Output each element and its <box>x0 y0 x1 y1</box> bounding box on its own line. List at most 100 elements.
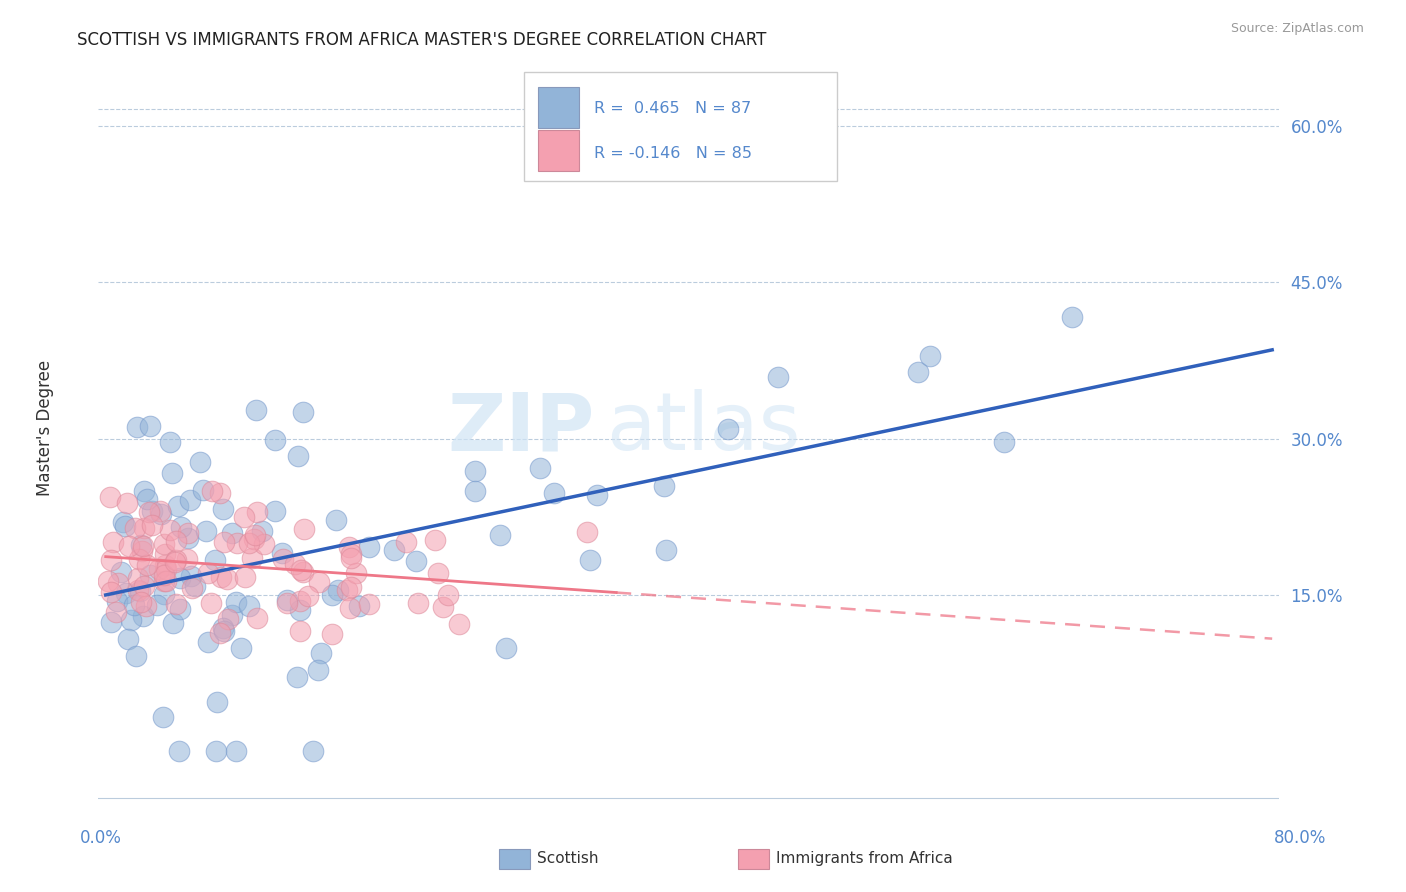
Point <box>153 574 176 589</box>
Point <box>146 599 169 613</box>
Point <box>205 744 228 758</box>
Point <box>205 695 228 709</box>
Point <box>128 552 150 566</box>
Point <box>287 449 309 463</box>
Point <box>717 422 740 436</box>
Point <box>152 587 174 601</box>
Point <box>150 508 173 522</box>
Point <box>163 555 186 569</box>
Point <box>153 547 176 561</box>
Point <box>288 594 311 608</box>
Point <box>135 491 157 506</box>
Point <box>105 594 128 608</box>
Point <box>246 505 269 519</box>
Point <box>169 571 191 585</box>
Point <box>124 521 146 535</box>
Point <box>97 574 120 589</box>
Point <box>138 567 160 582</box>
Point <box>586 488 609 502</box>
Point <box>495 641 517 656</box>
Point <box>139 418 162 433</box>
Point <box>127 571 149 585</box>
Point <box>217 612 239 626</box>
FancyBboxPatch shape <box>537 130 579 171</box>
Point <box>529 461 551 475</box>
Point <box>301 744 323 758</box>
Point <box>217 572 239 586</box>
Point <box>155 574 177 588</box>
Point <box>132 483 155 498</box>
Point <box>204 553 226 567</box>
Point <box>437 588 460 602</box>
Point <box>191 483 214 497</box>
Point <box>194 524 217 539</box>
Point <box>114 586 136 600</box>
Point <box>152 710 174 724</box>
Point <box>285 670 308 684</box>
Point <box>328 582 350 597</box>
Point <box>245 403 267 417</box>
Point <box>253 537 276 551</box>
Point <box>252 524 274 538</box>
Point <box>337 541 360 555</box>
Point <box>292 405 315 419</box>
Point <box>271 546 294 560</box>
Point <box>240 550 263 565</box>
Point <box>179 492 201 507</box>
Point <box>128 584 150 599</box>
Point <box>309 646 332 660</box>
Point <box>211 621 233 635</box>
FancyBboxPatch shape <box>523 72 837 181</box>
Point <box>131 609 153 624</box>
Point <box>155 558 177 572</box>
Point <box>357 541 380 555</box>
Text: Immigrants from Africa: Immigrants from Africa <box>776 851 953 865</box>
Point <box>231 641 253 656</box>
Point <box>212 624 235 638</box>
Point <box>127 583 149 598</box>
Point <box>221 526 243 541</box>
Point <box>177 531 200 545</box>
Point <box>209 570 232 584</box>
Point <box>177 525 200 540</box>
Point <box>768 370 790 384</box>
Point <box>464 464 486 478</box>
Point <box>165 552 187 566</box>
Point <box>238 536 260 550</box>
Point <box>276 596 298 610</box>
Point <box>325 512 347 526</box>
Point <box>447 616 470 631</box>
Point <box>117 539 139 553</box>
Text: R = -0.146   N = 85: R = -0.146 N = 85 <box>595 145 752 161</box>
Point <box>464 484 486 499</box>
Point <box>340 547 363 561</box>
Point <box>288 603 311 617</box>
Point <box>98 490 121 504</box>
Point <box>209 626 232 640</box>
Point <box>165 597 187 611</box>
Point <box>276 592 298 607</box>
Point <box>307 663 329 677</box>
Point <box>406 596 429 610</box>
Point <box>197 566 219 581</box>
Point <box>290 563 312 577</box>
Point <box>176 552 198 566</box>
Point <box>100 615 122 629</box>
Point <box>246 611 269 625</box>
Point <box>197 635 219 649</box>
Point <box>339 600 361 615</box>
Point <box>201 484 224 499</box>
Point <box>209 486 232 500</box>
Point <box>131 538 153 552</box>
Text: 80.0%: 80.0% <box>1274 829 1327 847</box>
Point <box>149 504 172 518</box>
Point <box>148 562 170 576</box>
Point <box>292 522 315 536</box>
FancyBboxPatch shape <box>537 87 579 128</box>
Point <box>235 570 257 584</box>
Point <box>359 597 381 611</box>
Point <box>183 578 205 592</box>
Point <box>112 515 135 529</box>
Point <box>169 744 191 758</box>
Point <box>155 562 177 576</box>
